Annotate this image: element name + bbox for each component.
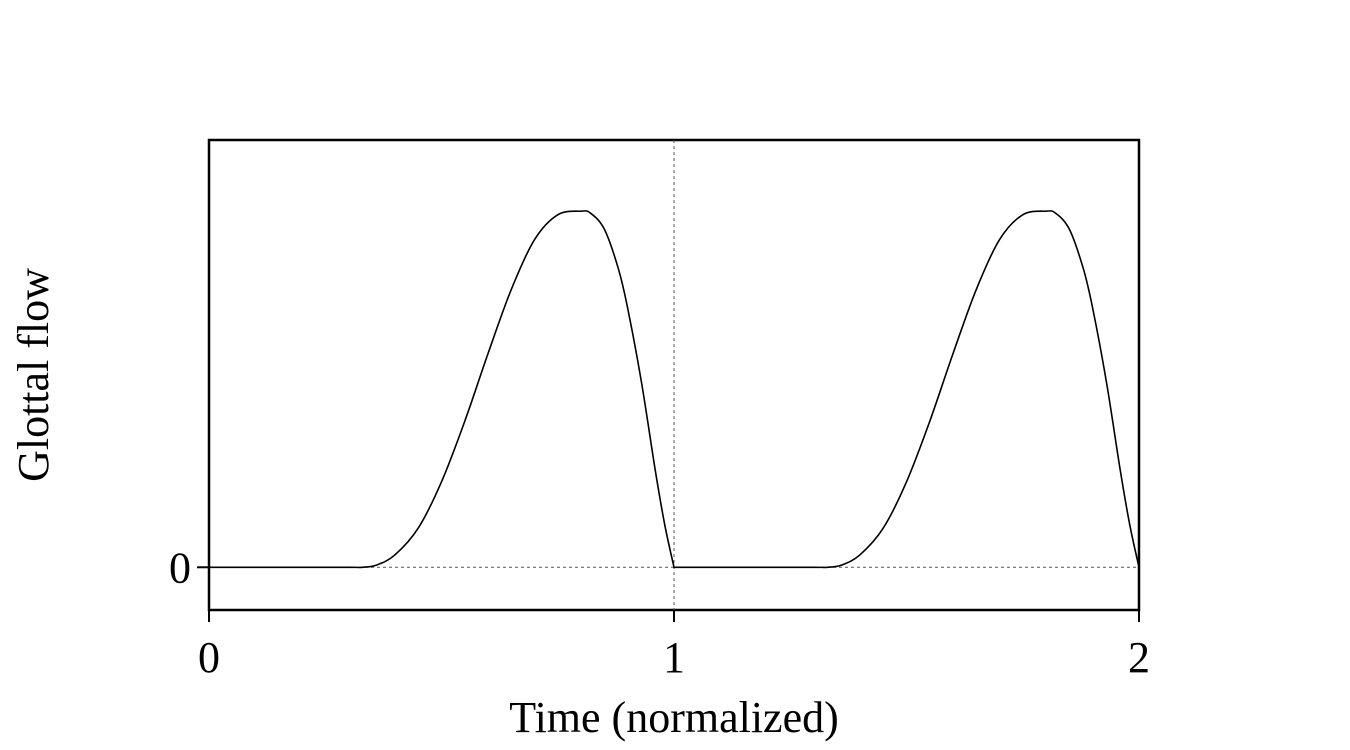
x-axis-title: Time (normalized) xyxy=(509,693,839,742)
x-axis-ticks: 0 1 2 xyxy=(198,610,1150,682)
x-tick-label: 0 xyxy=(198,633,220,682)
y-tick-label: 0 xyxy=(169,543,191,592)
y-axis-title: Glottal flow xyxy=(9,268,58,482)
x-tick-label: 2 xyxy=(1128,633,1150,682)
series-line-glottal-flow xyxy=(208,210,1140,569)
x-tick-label: 1 xyxy=(663,633,685,682)
reference-lines xyxy=(209,140,1139,610)
y-axis-ticks: 0 xyxy=(169,543,209,592)
